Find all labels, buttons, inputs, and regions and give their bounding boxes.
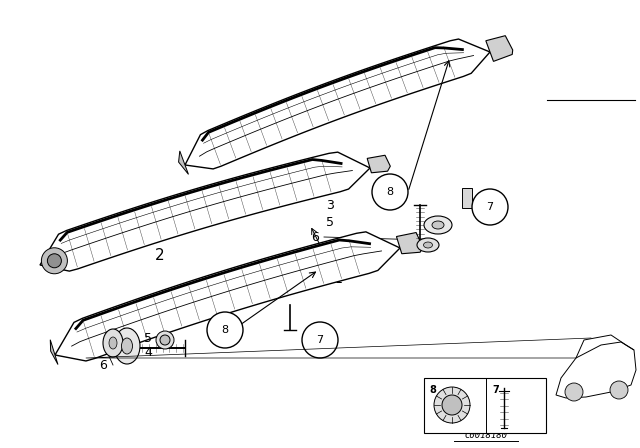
- Polygon shape: [462, 188, 472, 208]
- Polygon shape: [396, 233, 423, 254]
- Circle shape: [47, 254, 61, 268]
- Polygon shape: [55, 232, 400, 361]
- Text: 1: 1: [335, 273, 343, 286]
- Ellipse shape: [114, 328, 140, 364]
- Polygon shape: [185, 39, 490, 169]
- Bar: [424, 378, 546, 433]
- Circle shape: [434, 387, 470, 423]
- Text: 7: 7: [486, 202, 493, 212]
- Ellipse shape: [424, 242, 433, 248]
- Ellipse shape: [103, 329, 123, 357]
- Circle shape: [442, 395, 462, 415]
- Text: 7: 7: [316, 335, 324, 345]
- Ellipse shape: [109, 337, 117, 349]
- Text: 5: 5: [326, 215, 334, 228]
- Ellipse shape: [424, 216, 452, 234]
- Polygon shape: [367, 155, 390, 173]
- Ellipse shape: [122, 338, 132, 354]
- Text: 8: 8: [221, 325, 228, 335]
- Text: C0018180: C0018180: [465, 431, 508, 440]
- Polygon shape: [486, 36, 513, 61]
- Text: 6: 6: [99, 358, 107, 371]
- Text: 5: 5: [144, 332, 152, 345]
- Circle shape: [472, 189, 508, 225]
- Ellipse shape: [417, 238, 439, 252]
- Text: 8: 8: [387, 187, 394, 197]
- Polygon shape: [179, 151, 188, 174]
- Circle shape: [42, 248, 67, 274]
- Text: 4: 4: [144, 345, 152, 358]
- Circle shape: [372, 174, 408, 210]
- Polygon shape: [40, 152, 370, 271]
- Text: 3: 3: [326, 198, 334, 211]
- Circle shape: [207, 312, 243, 348]
- Text: 8: 8: [429, 385, 436, 395]
- Ellipse shape: [432, 221, 444, 229]
- Circle shape: [160, 335, 170, 345]
- Text: 6: 6: [311, 231, 319, 244]
- Circle shape: [565, 383, 583, 401]
- Text: 7: 7: [492, 385, 499, 395]
- Circle shape: [302, 322, 338, 358]
- Text: 2: 2: [155, 247, 165, 263]
- Polygon shape: [51, 340, 58, 365]
- Circle shape: [156, 331, 174, 349]
- Circle shape: [610, 381, 628, 399]
